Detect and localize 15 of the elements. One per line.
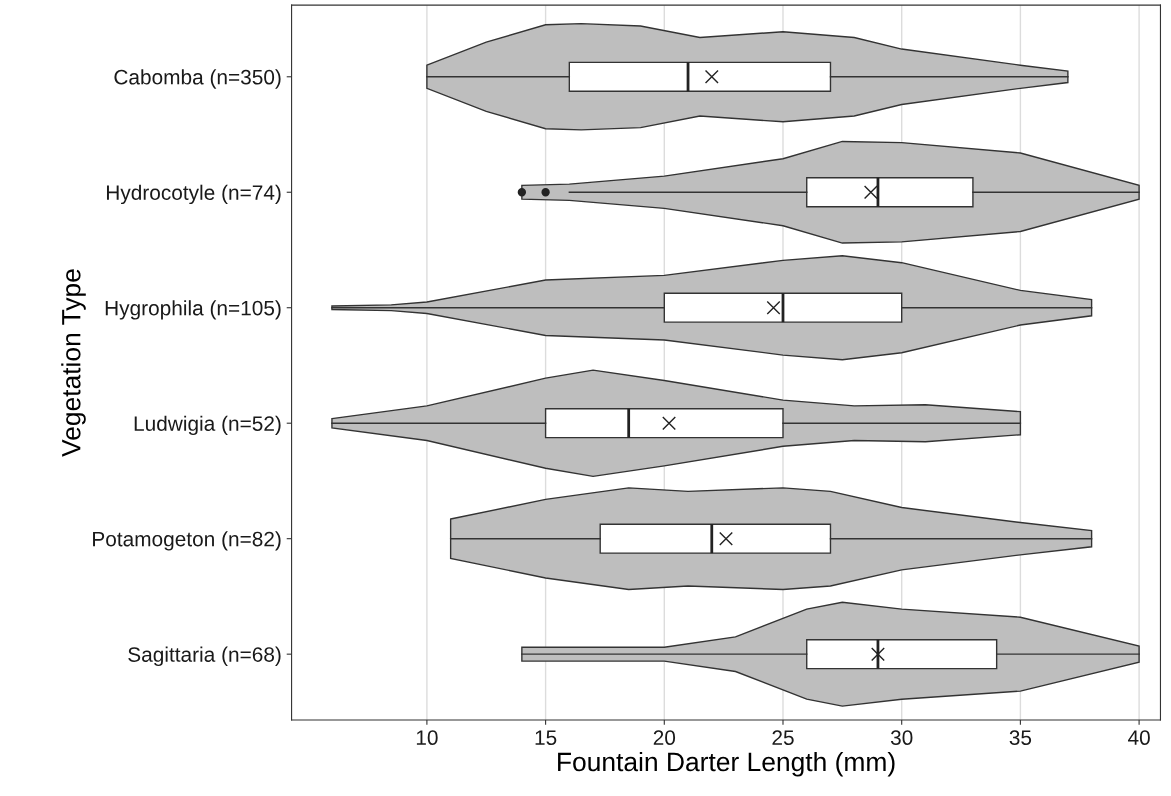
y-tick-label: Hydrocotyle (n=74) [106,184,281,205]
y-tick-label: Ludwigia (n=52) [134,415,281,436]
y-tick-label: Potamogeton (n=82) [93,531,281,551]
y-axis-title: Vegetation Type [61,269,86,457]
x-axis-title: Fountain Darter Length (mm) [558,751,895,777]
x-tick-label: 15 [535,730,557,746]
x-tick-label: 25 [772,730,794,746]
x-tick-label: 10 [416,730,438,746]
y-tick-label: Hygrophila (n=105) [105,300,281,320]
x-tick-label: 30 [890,730,913,746]
x-tick-label: 40 [1127,730,1150,746]
x-tick-label: 35 [1009,730,1032,746]
y-tick-label: Sagittaria (n=68) [128,646,281,667]
y-tick-label: Cabomba (n=350) [114,69,281,89]
x-tick-label: 20 [653,730,676,746]
